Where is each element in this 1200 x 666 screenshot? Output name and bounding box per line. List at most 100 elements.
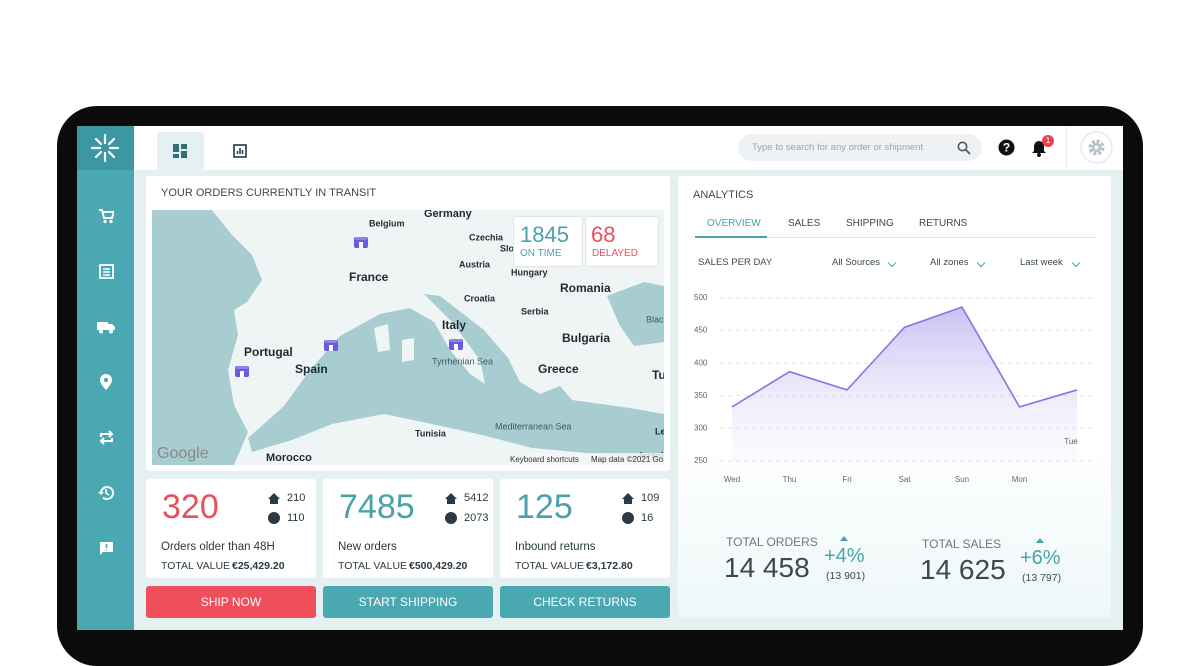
y-tick-label: 450 — [694, 326, 708, 335]
chat-icon[interactable] — [99, 541, 114, 556]
globe-count: 110 — [287, 512, 305, 524]
card-button[interactable]: START SHIPPING — [323, 586, 493, 618]
store-marker[interactable] — [324, 340, 338, 351]
store-marker-door — [359, 242, 363, 248]
cart-icon[interactable] — [98, 208, 114, 224]
search-placeholder: Type to search for any order or shipment — [752, 142, 924, 153]
analytics-title: ANALYTICS — [693, 189, 754, 201]
x-tick-label: Mon — [1012, 475, 1028, 484]
map-label: Austria — [459, 259, 491, 269]
transit-title: YOUR ORDERS CURRENTLY IN TRANSIT — [161, 187, 377, 199]
help-icon[interactable]: ? — [998, 139, 1015, 156]
home-count: 5412 — [464, 492, 489, 504]
logo[interactable] — [90, 133, 120, 163]
reports-icon[interactable] — [233, 144, 247, 158]
search-box[interactable] — [738, 134, 982, 161]
globe-count: 2073 — [464, 512, 489, 524]
map-label: Italy — [442, 318, 466, 332]
store-marker[interactable] — [354, 237, 368, 248]
truck-icon[interactable] — [97, 320, 115, 334]
total-previous: (13 901) — [826, 570, 866, 582]
active-tab-underline — [695, 236, 767, 238]
home-count: 210 — [287, 492, 306, 504]
y-tick-label: 250 — [694, 456, 708, 465]
filter-dropdown[interactable]: All Sources — [832, 257, 881, 268]
total-value: €25,429.20 — [232, 560, 285, 572]
line — [731, 306, 1078, 408]
logo-area — [77, 126, 134, 170]
islands — [374, 324, 414, 362]
y-tick-label: 300 — [694, 424, 708, 433]
map-label: Bulgaria — [562, 331, 610, 345]
total-label: TOTAL SALES — [922, 537, 1002, 551]
y-tick-label: 350 — [694, 391, 708, 400]
card — [500, 479, 670, 578]
x-tick-label: Sat — [898, 475, 911, 484]
store-marker-awning — [325, 340, 337, 343]
on-time-box — [513, 216, 583, 267]
on-time-label: ON TIME — [520, 248, 562, 259]
globe-count: 16 — [641, 512, 654, 524]
location-icon[interactable] — [100, 374, 112, 390]
globe-icon — [268, 512, 280, 524]
atlantic — [152, 210, 262, 465]
home-icon-base — [624, 499, 632, 504]
map-label: Tunisia — [415, 428, 447, 438]
card-label: Orders older than 48H — [161, 541, 275, 553]
sales-chart: 250 300 350 400 450 500 Wed Thu Fri Sat Sun Mon Tue — [694, 293, 1096, 484]
total-previous: (13 797) — [1022, 572, 1062, 584]
globe-icon — [445, 512, 457, 524]
store-marker[interactable] — [449, 339, 463, 350]
total-label: TOTAL VALUE — [338, 560, 408, 572]
filter-dropdown[interactable]: All zones — [930, 257, 969, 268]
total-value: 14 458 — [724, 552, 810, 583]
store-marker-awning — [450, 339, 462, 342]
dashboard-tab[interactable] — [157, 132, 204, 170]
map-label: Leba — [655, 426, 664, 436]
analytics-tab[interactable]: RETURNS — [919, 218, 968, 229]
map-label: Turk — [652, 368, 664, 382]
total-label: TOTAL VALUE — [161, 560, 231, 572]
mediterranean — [248, 294, 664, 460]
total-label: TOTAL ORDERS — [726, 535, 818, 549]
total-value: €3,172.80 — [586, 560, 633, 572]
analytics-tab[interactable]: SALES — [788, 218, 821, 229]
store-marker-awning — [236, 366, 248, 369]
map-label: Spain — [295, 362, 328, 376]
home-icon — [445, 493, 457, 499]
delayed-box — [585, 216, 659, 267]
settings-button[interactable] — [1080, 131, 1113, 164]
analytics-tab[interactable]: SHIPPING — [846, 218, 894, 229]
map-logo: Google — [157, 445, 209, 462]
map-attribution: Map data ©2021 Go — [591, 455, 664, 464]
analytics-tab[interactable]: OVERVIEW — [707, 218, 761, 229]
card-value: 320 — [162, 488, 219, 526]
card — [146, 479, 316, 578]
home-icon — [268, 493, 280, 499]
filter-dropdown[interactable]: Last week — [1020, 257, 1063, 268]
y-tick-label: 500 — [694, 293, 708, 302]
globe-icon — [622, 512, 634, 524]
map-label: Romania — [560, 281, 611, 295]
total-value: 14 625 — [920, 554, 1006, 585]
trend-arrow — [840, 536, 848, 541]
map-label: France — [349, 270, 389, 284]
map-label: Serbia — [521, 306, 550, 316]
card-value: 125 — [516, 488, 573, 526]
history-icon[interactable] — [98, 485, 114, 501]
map-label: Portugal — [244, 345, 293, 359]
delayed-label: DELAYED — [592, 248, 638, 259]
x-tick-label: Thu — [783, 475, 797, 484]
card-button[interactable]: CHECK RETURNS — [500, 586, 670, 618]
returns-icon[interactable] — [99, 430, 114, 445]
total-label: TOTAL VALUE — [515, 560, 585, 572]
x-tick-label: Fri — [842, 475, 852, 484]
orders-icon[interactable] — [99, 264, 114, 279]
notification-badge: 1 — [1042, 135, 1054, 147]
store-marker[interactable] — [235, 366, 249, 377]
home-count: 109 — [641, 492, 660, 504]
map-label: Belgium — [369, 218, 405, 228]
total-value: €500,429.20 — [409, 560, 468, 572]
map-shortcuts: Keyboard shortcuts — [510, 455, 579, 464]
card-button[interactable]: SHIP NOW — [146, 586, 316, 618]
